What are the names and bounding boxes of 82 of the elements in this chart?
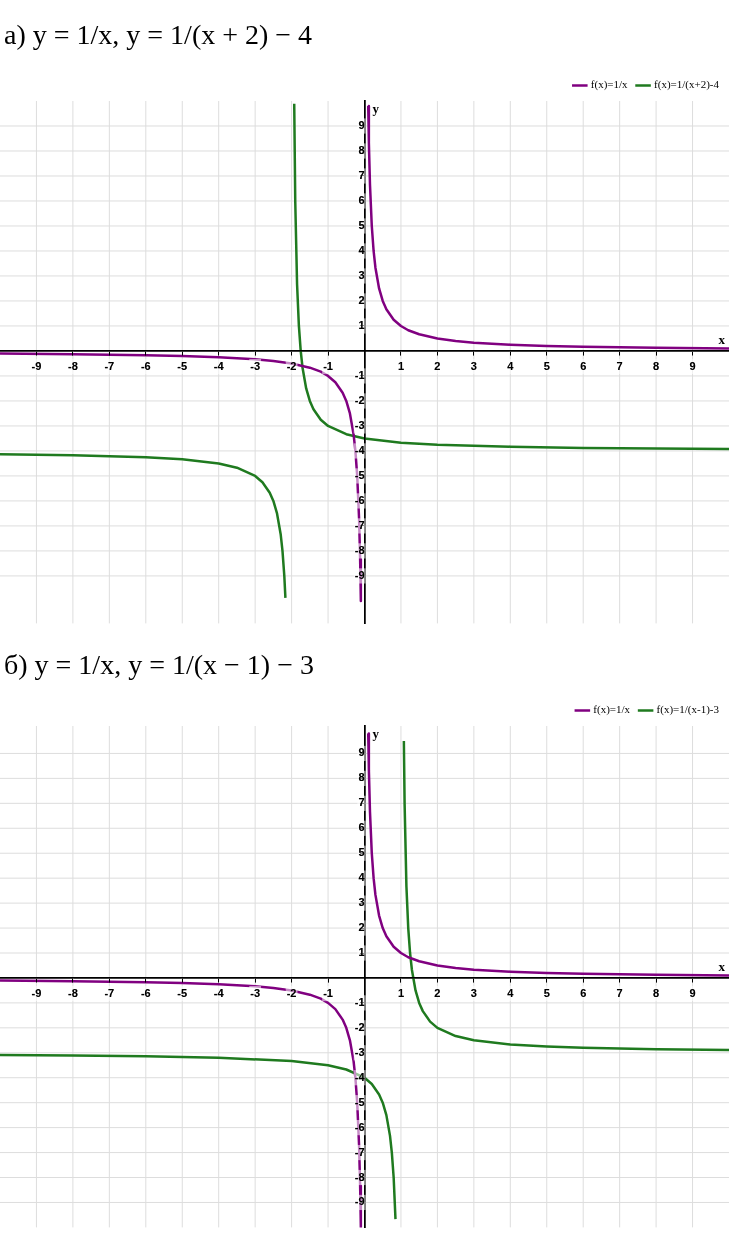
x-tick-label: -8 (68, 359, 78, 372)
x-tick-label: 9 (689, 986, 696, 999)
y-tick-label: -4 (354, 1070, 366, 1083)
x-tick-label: 4 (507, 359, 515, 372)
x-tick-label: -4 (213, 359, 225, 372)
x-tick-label: 2 (434, 359, 441, 372)
y-tick-label: -5 (354, 1095, 365, 1108)
y-tick-label: -1 (354, 995, 365, 1008)
x-tick-label: -2 (286, 359, 297, 372)
y-tick-label: -6 (354, 1120, 365, 1133)
y-tick-label: -8 (354, 1170, 365, 1183)
y-tick-label: 9 (358, 119, 365, 132)
y-tick-label: 6 (358, 194, 365, 207)
legend-label: f(x)=1/x (590, 78, 629, 92)
y-tick-label: -7 (354, 518, 365, 531)
y-tick-label: -5 (354, 468, 365, 481)
x-axis-title: x (718, 958, 726, 974)
x-tick-label: 3 (470, 986, 477, 999)
y-tick-label: -9 (354, 1195, 365, 1208)
chart-title: б) y = 1/x, y = 1/(x − 1) − 3 (3, 648, 315, 682)
x-tick-label: 7 (616, 359, 623, 372)
x-tick-label: -8 (68, 986, 78, 999)
x-tick-label: 2 (434, 986, 441, 999)
y-tick-label: 3 (358, 896, 365, 909)
y-tick-label: 2 (358, 293, 365, 306)
y-tick-label: 5 (358, 219, 365, 232)
x-tick-label: -2 (286, 986, 297, 999)
x-tick-label: -7 (104, 986, 115, 999)
x-tick-label: -5 (177, 359, 188, 372)
x-tick-label: 5 (543, 359, 550, 372)
y-tick-label: 4 (358, 871, 366, 884)
x-tick-label: 3 (470, 359, 477, 372)
x-tick-label: -7 (104, 359, 115, 372)
y-tick-label: -1 (354, 368, 365, 381)
y-axis-title: y (372, 100, 380, 116)
y-tick-label: -3 (354, 1045, 365, 1058)
chart-title: а) y = 1/x, y = 1/(x + 2) − 4 (3, 18, 314, 52)
legend-label: f(x)=1/x (593, 703, 631, 717)
x-tick-label: 4 (507, 986, 515, 999)
y-tick-label: 7 (358, 796, 365, 809)
x-tick-label: -5 (177, 986, 188, 999)
y-tick-label: 4 (358, 244, 366, 256)
x-tick-label: 1 (397, 359, 405, 372)
y-tick-label: 8 (358, 144, 365, 157)
y-tick-label: -8 (354, 543, 365, 556)
y-tick-label: 5 (358, 846, 365, 859)
x-tick-label: 9 (689, 359, 696, 372)
y-tick-label: 1 (358, 946, 365, 959)
x-tick-label: 1 (397, 986, 405, 999)
x-tick-label: 5 (543, 986, 550, 999)
x-tick-label: 6 (580, 359, 587, 372)
y-tick-label: -7 (354, 1145, 365, 1158)
y-tick-label: -2 (354, 1020, 365, 1033)
y-tick-label: -6 (354, 493, 365, 506)
y-tick-label: -3 (354, 418, 365, 431)
x-tick-label: 8 (653, 359, 660, 372)
y-tick-label: 1 (358, 318, 365, 331)
x-tick-label: -4 (213, 986, 225, 999)
x-tick-label: -3 (250, 986, 261, 999)
y-tick-label: 2 (358, 921, 365, 934)
y-tick-label: 6 (358, 821, 365, 834)
y-tick-label: -9 (354, 568, 365, 581)
x-tick-label: -1 (323, 986, 333, 999)
x-tick-label: -9 (31, 359, 42, 372)
y-tick-label: 7 (358, 169, 365, 182)
x-axis-title: x (718, 331, 726, 347)
x-tick-label: -6 (140, 986, 151, 999)
x-tick-label: -3 (250, 359, 261, 372)
y-tick-label: 8 (358, 771, 365, 784)
legend-label: f(x)=1/(x+2)-4 (654, 78, 720, 92)
y-axis-title: y (372, 725, 380, 741)
y-tick-label: -4 (354, 443, 366, 456)
x-tick-label: 7 (616, 986, 623, 999)
x-tick-label: -1 (323, 359, 333, 372)
x-tick-label: 6 (580, 986, 587, 999)
y-tick-label: -2 (354, 393, 365, 406)
x-tick-label: -9 (31, 986, 42, 999)
y-tick-label: 9 (358, 746, 365, 759)
x-tick-label: 8 (653, 986, 660, 999)
y-tick-label: 3 (358, 269, 365, 281)
legend-label: f(x)=1/(x-1)-3 (656, 703, 720, 717)
x-tick-label: -6 (140, 359, 151, 372)
